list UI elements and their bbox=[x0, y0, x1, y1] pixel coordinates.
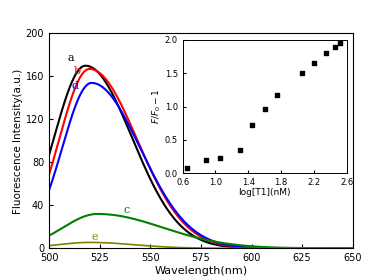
Point bbox=[298, 71, 305, 75]
Point bbox=[216, 156, 223, 161]
Point bbox=[323, 51, 329, 56]
X-axis label: log[T1](nM): log[T1](nM) bbox=[238, 188, 291, 197]
X-axis label: Wavelength(nm): Wavelength(nm) bbox=[154, 266, 247, 276]
Point bbox=[203, 158, 209, 162]
Text: c: c bbox=[124, 205, 130, 215]
Y-axis label: Fluorescence Intensity(a.u.): Fluorescence Intensity(a.u.) bbox=[13, 68, 23, 213]
Text: d: d bbox=[71, 81, 78, 91]
Point bbox=[261, 106, 268, 111]
Text: e: e bbox=[92, 232, 98, 242]
Point bbox=[311, 61, 317, 66]
Text: b: b bbox=[73, 66, 80, 76]
Point bbox=[249, 123, 256, 128]
Y-axis label: $F/F_0-1$: $F/F_0-1$ bbox=[151, 89, 163, 124]
Text: a: a bbox=[67, 53, 74, 63]
Point bbox=[183, 166, 190, 171]
Point bbox=[237, 148, 243, 152]
Point bbox=[337, 41, 343, 45]
Point bbox=[332, 44, 338, 49]
Point bbox=[274, 92, 280, 97]
